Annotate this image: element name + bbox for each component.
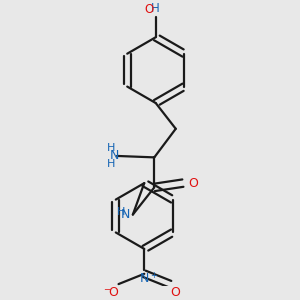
Text: H: H [107,143,116,153]
Text: +: + [151,271,158,280]
Text: N: N [110,149,119,162]
Text: H: H [151,2,160,15]
Text: O: O [170,286,180,298]
Text: N: N [121,208,130,221]
Text: O: O [109,286,118,298]
Text: O: O [188,177,198,190]
Text: −: − [103,285,110,294]
Text: O: O [144,3,153,16]
Text: N: N [140,272,149,285]
Text: H: H [116,207,125,217]
Text: H: H [107,159,116,169]
